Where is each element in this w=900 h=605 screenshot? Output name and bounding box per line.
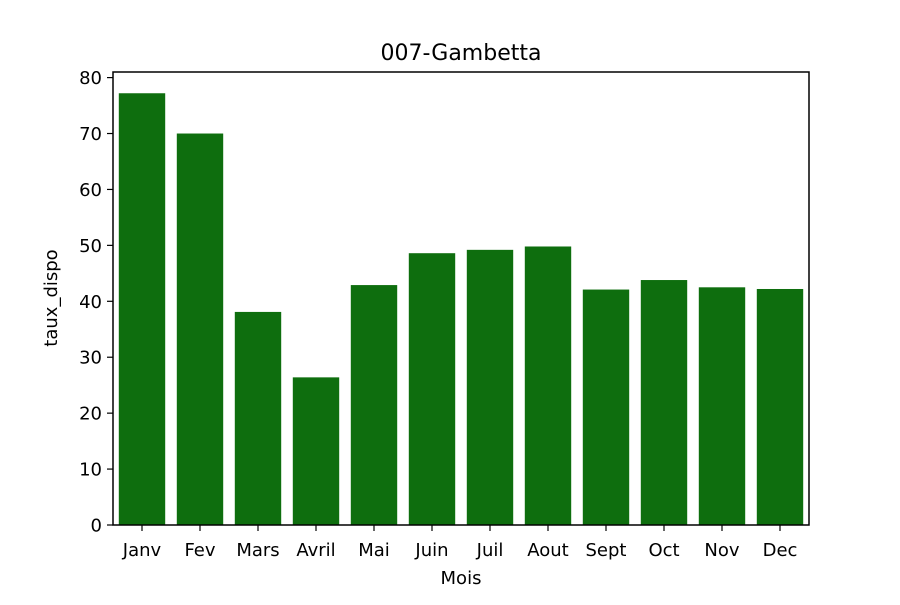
bar-fev (177, 134, 223, 525)
y-tick-label: 40 (79, 292, 102, 313)
bar-nov (699, 287, 745, 525)
bar-juin (409, 253, 455, 525)
x-ticks-group: Janv Fev Mars Avril Mai Juin Juil Aout Sept Oct No… (122, 525, 798, 561)
bar-mars (235, 312, 281, 525)
bar-janv (119, 93, 165, 525)
chart-title: 007-Gambetta (381, 41, 542, 66)
y-axis-label: taux_dispo (41, 249, 62, 346)
x-tick-label: Sept (586, 540, 627, 561)
bar-avril (293, 377, 339, 525)
y-tick-label: 10 (79, 460, 102, 481)
x-tick-label: Juin (414, 540, 448, 561)
y-tick-label: 80 (79, 68, 102, 89)
y-tick-label: 70 (79, 124, 102, 145)
bar-aout (525, 246, 571, 525)
x-tick-label: Avril (296, 540, 335, 561)
x-tick-label: Juil (476, 540, 504, 561)
y-tick-label: 20 (79, 404, 102, 425)
y-ticks-group: 0 10 20 30 40 50 60 70 80 (79, 68, 113, 536)
bars-group (119, 93, 803, 525)
bar-oct (641, 280, 687, 525)
x-tick-label: Dec (763, 540, 798, 561)
y-tick-label: 60 (79, 180, 102, 201)
x-tick-label: Aout (527, 540, 568, 561)
x-tick-label: Mai (358, 540, 390, 561)
x-tick-label: Fev (184, 540, 215, 561)
y-tick-label: 50 (79, 236, 102, 257)
x-tick-label: Nov (704, 540, 739, 561)
y-tick-label: 0 (91, 516, 102, 537)
bar-mai (351, 285, 397, 525)
bar-dec (757, 289, 803, 525)
bar-sept (583, 290, 629, 525)
x-tick-label: Mars (236, 540, 279, 561)
x-tick-label: Janv (122, 540, 162, 561)
bar-juil (467, 250, 513, 525)
x-tick-label: Oct (648, 540, 679, 561)
x-axis-label: Mois (441, 568, 482, 589)
y-tick-label: 30 (79, 348, 102, 369)
